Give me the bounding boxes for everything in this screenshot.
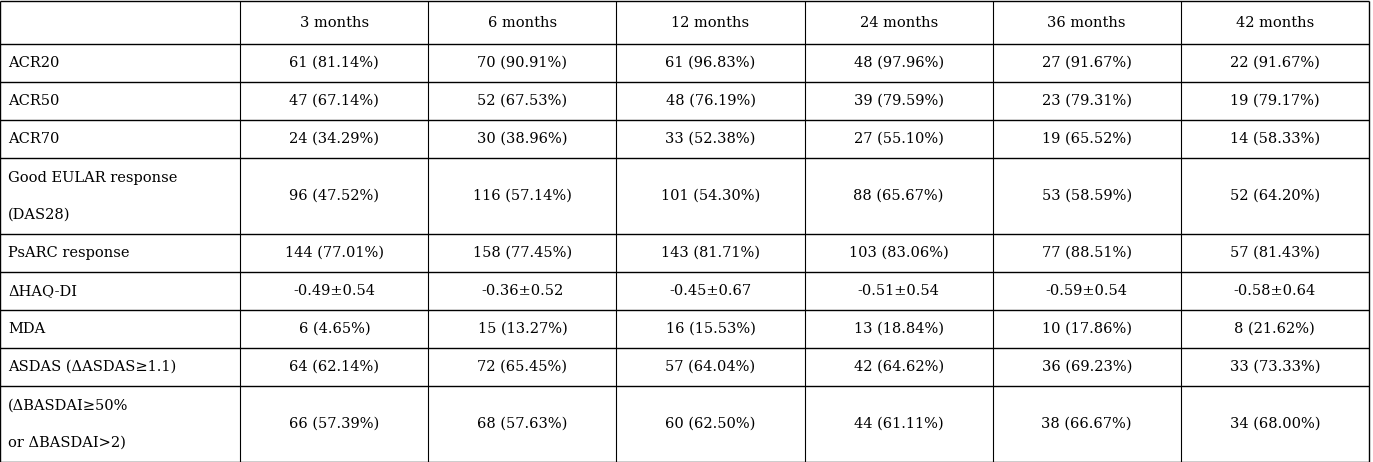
Text: 88 (65.67%): 88 (65.67%)	[854, 189, 943, 203]
Text: 38 (66.67%): 38 (66.67%)	[1042, 417, 1131, 431]
Text: 27 (55.10%): 27 (55.10%)	[854, 132, 943, 146]
Text: or ΔBASDAI>2): or ΔBASDAI>2)	[8, 435, 126, 449]
Text: -0.49±0.54: -0.49±0.54	[294, 284, 375, 298]
Text: 23 (79.31%): 23 (79.31%)	[1042, 94, 1131, 108]
Text: 57 (81.43%): 57 (81.43%)	[1230, 246, 1319, 260]
Text: 103 (83.06%): 103 (83.06%)	[849, 246, 949, 260]
Text: 30 (38.96%): 30 (38.96%)	[478, 132, 567, 146]
Text: ACR20: ACR20	[8, 56, 59, 70]
Text: 144 (77.01%): 144 (77.01%)	[284, 246, 384, 260]
Text: ACR50: ACR50	[8, 94, 59, 108]
Text: 14 (58.33%): 14 (58.33%)	[1230, 132, 1319, 146]
Text: (DAS28): (DAS28)	[8, 207, 71, 221]
Text: 15 (13.27%): 15 (13.27%)	[478, 322, 567, 336]
Text: 96 (47.52%): 96 (47.52%)	[290, 189, 379, 203]
Text: 52 (64.20%): 52 (64.20%)	[1230, 189, 1319, 203]
Text: 48 (76.19%): 48 (76.19%)	[666, 94, 755, 108]
Text: -0.59±0.54: -0.59±0.54	[1046, 284, 1127, 298]
Text: 6 (4.65%): 6 (4.65%)	[298, 322, 371, 336]
Text: 48 (97.96%): 48 (97.96%)	[854, 56, 943, 70]
Text: 33 (73.33%): 33 (73.33%)	[1230, 360, 1319, 374]
Text: 143 (81.71%): 143 (81.71%)	[660, 246, 761, 260]
Text: -0.36±0.52: -0.36±0.52	[482, 284, 563, 298]
Text: 64 (62.14%): 64 (62.14%)	[290, 360, 379, 374]
Text: 36 (69.23%): 36 (69.23%)	[1042, 360, 1131, 374]
Text: 13 (18.84%): 13 (18.84%)	[854, 322, 943, 336]
Text: 16 (15.53%): 16 (15.53%)	[666, 322, 755, 336]
Text: 36 months: 36 months	[1048, 16, 1126, 30]
Text: 53 (58.59%): 53 (58.59%)	[1042, 189, 1131, 203]
Text: 22 (91.67%): 22 (91.67%)	[1230, 56, 1319, 70]
Text: 42 months: 42 months	[1236, 16, 1314, 30]
Text: ACR70: ACR70	[8, 132, 59, 146]
Text: 68 (57.63%): 68 (57.63%)	[478, 417, 567, 431]
Text: 8 (21.62%): 8 (21.62%)	[1234, 322, 1315, 336]
Text: MDA: MDA	[8, 322, 45, 336]
Text: 52 (67.53%): 52 (67.53%)	[478, 94, 567, 108]
Text: 10 (17.86%): 10 (17.86%)	[1042, 322, 1131, 336]
Text: -0.58±0.64: -0.58±0.64	[1234, 284, 1315, 298]
Text: 70 (90.91%): 70 (90.91%)	[478, 56, 567, 70]
Text: 24 months: 24 months	[859, 16, 938, 30]
Text: (ΔBASDAI≥50%: (ΔBASDAI≥50%	[8, 399, 129, 413]
Text: 34 (68.00%): 34 (68.00%)	[1230, 417, 1319, 431]
Text: 44 (61.11%): 44 (61.11%)	[854, 417, 943, 431]
Text: -0.45±0.67: -0.45±0.67	[670, 284, 751, 298]
Text: 3 months: 3 months	[299, 16, 369, 30]
Text: 60 (62.50%): 60 (62.50%)	[666, 417, 755, 431]
Text: 47 (67.14%): 47 (67.14%)	[290, 94, 379, 108]
Text: 116 (57.14%): 116 (57.14%)	[472, 189, 573, 203]
Text: 66 (57.39%): 66 (57.39%)	[290, 417, 379, 431]
Text: 6 months: 6 months	[487, 16, 557, 30]
Text: ΔHAQ-DI: ΔHAQ-DI	[8, 284, 77, 298]
Text: 12 months: 12 months	[671, 16, 750, 30]
Text: 27 (91.67%): 27 (91.67%)	[1042, 56, 1131, 70]
Text: 72 (65.45%): 72 (65.45%)	[478, 360, 567, 374]
Text: -0.51±0.54: -0.51±0.54	[858, 284, 939, 298]
Text: 57 (64.04%): 57 (64.04%)	[666, 360, 755, 374]
Text: 24 (34.29%): 24 (34.29%)	[290, 132, 379, 146]
Text: 61 (81.14%): 61 (81.14%)	[290, 56, 379, 70]
Text: 101 (54.30%): 101 (54.30%)	[660, 189, 761, 203]
Text: 19 (79.17%): 19 (79.17%)	[1230, 94, 1319, 108]
Text: ASDAS (ΔASDAS≥1.1): ASDAS (ΔASDAS≥1.1)	[8, 360, 177, 374]
Text: 33 (52.38%): 33 (52.38%)	[666, 132, 755, 146]
Text: PsARC response: PsARC response	[8, 246, 129, 260]
Text: 19 (65.52%): 19 (65.52%)	[1042, 132, 1131, 146]
Text: Good EULAR response: Good EULAR response	[8, 170, 177, 185]
Text: 42 (64.62%): 42 (64.62%)	[854, 360, 943, 374]
Text: 158 (77.45%): 158 (77.45%)	[472, 246, 573, 260]
Text: 77 (88.51%): 77 (88.51%)	[1042, 246, 1131, 260]
Text: 39 (79.59%): 39 (79.59%)	[854, 94, 943, 108]
Text: 61 (96.83%): 61 (96.83%)	[666, 56, 755, 70]
